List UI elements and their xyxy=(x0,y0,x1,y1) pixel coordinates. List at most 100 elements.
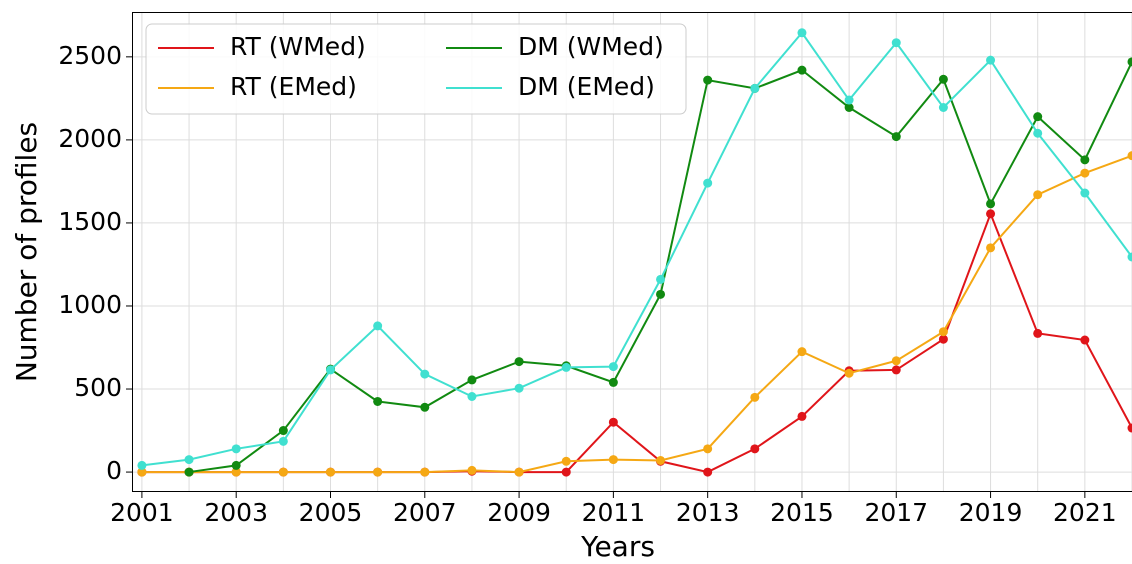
data-point xyxy=(750,392,760,402)
x-tick-label: 2005 xyxy=(299,498,363,527)
data-point xyxy=(420,402,430,412)
data-point xyxy=(467,391,477,401)
data-point xyxy=(467,465,477,475)
data-point xyxy=(844,103,854,113)
data-point xyxy=(278,467,288,477)
y-tick-label: 0 xyxy=(106,456,122,485)
series-line xyxy=(141,31,1132,467)
data-point xyxy=(373,396,383,406)
x-tick-label: 2021 xyxy=(1053,498,1117,527)
data-point xyxy=(891,365,901,375)
data-point xyxy=(938,334,948,344)
data-point xyxy=(750,83,760,93)
data-point xyxy=(797,411,807,421)
data-point xyxy=(797,347,807,357)
data-point xyxy=(1033,190,1043,200)
y-tick-label: 500 xyxy=(74,373,122,402)
data-point xyxy=(325,467,335,477)
y-tick-label: 1500 xyxy=(58,207,122,236)
x-tick-label: 2007 xyxy=(393,498,457,527)
y-tick-label: 2000 xyxy=(58,124,122,153)
data-point xyxy=(703,75,713,85)
x-tick-label: 2015 xyxy=(770,498,834,527)
data-point xyxy=(1033,328,1043,338)
data-point xyxy=(514,357,524,367)
y-axis-label: Number of profiles xyxy=(10,122,43,382)
data-point xyxy=(561,456,571,466)
data-point xyxy=(1127,57,1132,67)
x-tick-label: 2019 xyxy=(959,498,1023,527)
data-point xyxy=(938,103,948,113)
data-point xyxy=(373,321,383,331)
data-point xyxy=(1080,168,1090,178)
data-point xyxy=(608,455,618,465)
data-point xyxy=(703,444,713,454)
data-point xyxy=(750,444,760,454)
legend-label: RT (EMed) xyxy=(230,72,357,101)
data-point xyxy=(986,55,996,65)
legend-label: RT (WMed) xyxy=(230,32,366,61)
data-point xyxy=(844,95,854,105)
data-point xyxy=(184,467,194,477)
data-point xyxy=(231,460,241,470)
data-point xyxy=(561,467,571,477)
data-point xyxy=(1127,151,1132,161)
x-tick-label: 2003 xyxy=(204,498,268,527)
data-point xyxy=(278,436,288,446)
data-point xyxy=(656,455,666,465)
data-point xyxy=(608,417,618,427)
data-point xyxy=(656,274,666,284)
data-point xyxy=(891,38,901,48)
y-tick-label: 1000 xyxy=(58,290,122,319)
y-tick-label: 2500 xyxy=(58,41,122,70)
data-point xyxy=(325,365,335,375)
data-point xyxy=(608,362,618,372)
legend-box xyxy=(145,23,687,115)
data-point xyxy=(1127,423,1132,433)
data-point xyxy=(938,74,948,84)
x-tick-label: 2009 xyxy=(487,498,551,527)
legend-label: DM (WMed) xyxy=(518,32,664,61)
x-axis-label: Years xyxy=(580,530,655,563)
data-point xyxy=(514,467,524,477)
x-tick-label: 2001 xyxy=(110,498,174,527)
data-point xyxy=(420,369,430,379)
data-point xyxy=(1033,112,1043,122)
data-point xyxy=(986,243,996,253)
data-point xyxy=(656,289,666,299)
data-point xyxy=(231,444,241,454)
data-point xyxy=(467,375,477,385)
data-point xyxy=(1127,252,1132,262)
data-point xyxy=(844,368,854,378)
data-point xyxy=(231,467,241,477)
data-point xyxy=(938,327,948,337)
data-point xyxy=(1080,188,1090,198)
legend-label: DM (EMed) xyxy=(518,72,655,101)
data-point xyxy=(373,467,383,477)
data-point xyxy=(703,467,713,477)
data-point xyxy=(797,28,807,38)
x-tick-label: 2013 xyxy=(676,498,740,527)
data-point xyxy=(608,377,618,387)
data-point xyxy=(891,356,901,366)
data-point xyxy=(891,132,901,142)
plot-frame xyxy=(132,12,1132,492)
data-point xyxy=(986,199,996,209)
data-point xyxy=(561,362,571,372)
x-tick-label: 2011 xyxy=(582,498,646,527)
data-point xyxy=(1080,155,1090,165)
data-point xyxy=(797,65,807,75)
data-point xyxy=(514,383,524,393)
data-point xyxy=(1080,335,1090,345)
series-line xyxy=(141,154,1132,474)
data-point xyxy=(1033,128,1043,138)
data-point xyxy=(137,460,147,470)
data-point xyxy=(420,467,430,477)
data-point xyxy=(137,467,147,477)
data-point xyxy=(703,178,713,188)
series-line xyxy=(141,211,1132,474)
data-point xyxy=(986,209,996,219)
data-point xyxy=(184,455,194,465)
x-tick-label: 2017 xyxy=(864,498,928,527)
